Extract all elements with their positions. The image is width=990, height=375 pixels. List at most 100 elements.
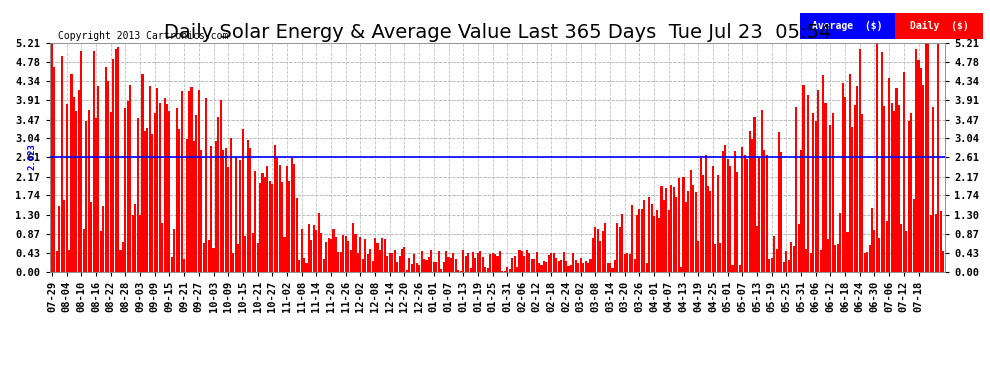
Bar	[180, 91, 183, 272]
Bar	[447, 257, 449, 272]
Bar	[798, 224, 800, 272]
Bar	[75, 111, 77, 272]
Bar	[489, 254, 491, 272]
Bar	[266, 166, 268, 272]
Bar	[213, 248, 215, 272]
Bar	[63, 200, 65, 272]
Bar	[195, 116, 197, 272]
Bar	[343, 236, 345, 272]
Bar	[472, 252, 474, 272]
Bar	[817, 90, 819, 272]
Bar	[268, 181, 271, 272]
Bar	[800, 150, 802, 272]
Bar	[607, 263, 609, 272]
Bar	[619, 227, 621, 272]
Bar	[200, 150, 202, 272]
Bar	[538, 262, 541, 272]
Bar	[464, 256, 466, 272]
Bar	[536, 252, 538, 272]
Bar	[361, 259, 364, 272]
Bar	[639, 209, 641, 272]
Bar	[856, 87, 858, 272]
Bar	[249, 147, 251, 272]
Bar	[477, 253, 479, 272]
Bar	[908, 121, 910, 272]
Bar	[685, 202, 687, 272]
Bar	[235, 157, 237, 272]
Bar	[707, 186, 709, 272]
Bar	[446, 251, 447, 272]
Bar	[873, 230, 875, 272]
Bar	[584, 261, 587, 272]
Bar	[345, 236, 346, 272]
Bar	[732, 265, 734, 272]
Bar	[717, 175, 719, 272]
Bar	[888, 78, 890, 272]
Bar	[386, 256, 388, 272]
Bar	[511, 258, 513, 272]
Bar	[580, 258, 582, 272]
Bar	[677, 178, 680, 272]
Bar	[743, 155, 745, 272]
Bar	[374, 238, 376, 272]
Bar	[670, 185, 672, 272]
Bar	[151, 134, 153, 272]
Bar	[55, 251, 57, 272]
Bar	[142, 74, 144, 272]
Bar	[318, 213, 320, 272]
Bar	[80, 51, 82, 272]
Bar	[868, 245, 870, 272]
Bar	[805, 249, 807, 272]
Bar	[176, 108, 178, 272]
Bar	[247, 140, 248, 272]
Bar	[381, 237, 383, 272]
Bar	[369, 249, 371, 272]
Bar	[599, 241, 601, 272]
Bar	[492, 254, 494, 272]
Bar	[898, 105, 900, 272]
Bar	[529, 254, 531, 272]
Bar	[923, 86, 925, 272]
Bar	[53, 67, 55, 272]
Bar	[715, 244, 717, 272]
Bar	[627, 253, 629, 272]
Bar	[311, 240, 313, 272]
Bar	[416, 263, 418, 272]
FancyBboxPatch shape	[895, 13, 983, 39]
Bar	[597, 229, 599, 272]
Bar	[283, 237, 285, 272]
Bar	[120, 250, 122, 272]
Bar	[531, 259, 533, 272]
Bar	[418, 265, 420, 272]
Bar	[496, 256, 499, 272]
Bar	[132, 215, 134, 272]
Bar	[501, 270, 503, 272]
Bar	[163, 98, 165, 272]
Bar	[641, 210, 643, 272]
Bar	[697, 241, 699, 272]
Bar	[883, 106, 885, 272]
Bar	[364, 240, 366, 272]
Bar	[780, 152, 782, 272]
Bar	[107, 81, 109, 272]
Bar	[399, 256, 401, 272]
Bar	[487, 268, 489, 272]
Bar	[742, 147, 743, 272]
Bar	[705, 155, 707, 272]
Bar	[127, 101, 129, 272]
Bar	[225, 148, 227, 272]
Bar	[846, 232, 848, 272]
Bar	[624, 254, 626, 272]
Bar	[938, 44, 940, 272]
Bar	[168, 111, 170, 272]
Bar	[396, 262, 398, 272]
Bar	[746, 159, 748, 272]
Bar	[467, 253, 469, 272]
Bar	[148, 86, 150, 272]
Bar	[756, 226, 758, 272]
Bar	[185, 139, 188, 272]
Bar	[840, 213, 842, 272]
Bar	[347, 242, 349, 272]
Bar	[871, 209, 873, 272]
Bar	[748, 131, 750, 272]
